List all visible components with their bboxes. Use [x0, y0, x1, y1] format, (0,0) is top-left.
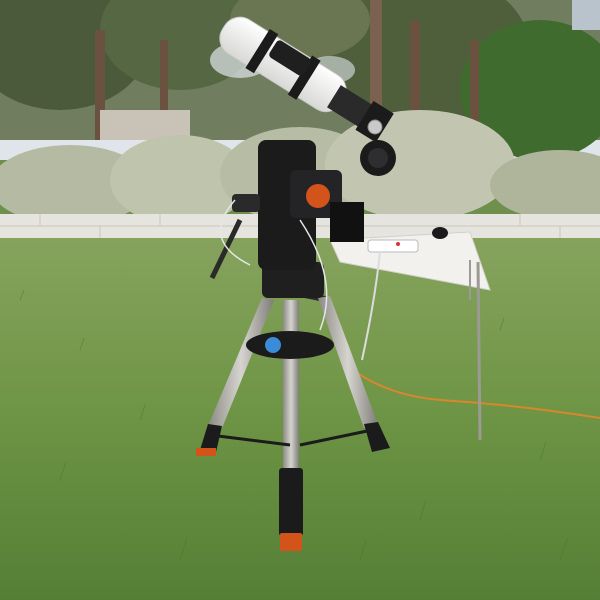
- sage-shrubs: [0, 110, 600, 225]
- tripod: [196, 262, 390, 551]
- counterweight-bar: [209, 218, 243, 280]
- grass-texture: [19, 289, 569, 561]
- refractor-telescope: [219, 16, 396, 176]
- orange-cable: [339, 359, 600, 419]
- equatorial-mount: [219, 140, 364, 331]
- folding-table: [329, 227, 491, 441]
- house-roof: [100, 110, 190, 140]
